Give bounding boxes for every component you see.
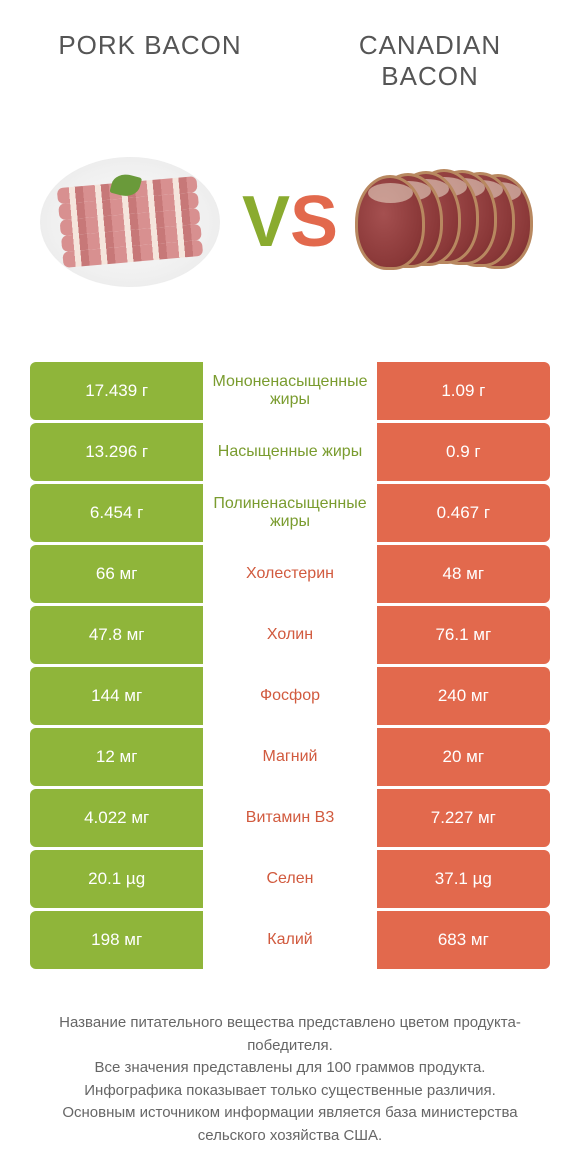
table-row: 20.1 µgСелен37.1 µg bbox=[30, 850, 550, 908]
right-value-cell: 240 мг bbox=[377, 667, 550, 725]
footer-line-4: Основным источником информации является … bbox=[30, 1102, 550, 1147]
vs-v: V bbox=[242, 186, 290, 258]
left-value-cell: 6.454 г bbox=[30, 484, 203, 542]
left-value-cell: 4.022 мг bbox=[30, 789, 203, 847]
nutrient-label-cell: Калий bbox=[203, 911, 376, 969]
right-value-cell: 48 мг bbox=[377, 545, 550, 603]
vs-s: S bbox=[290, 186, 338, 258]
nutrient-label-cell: Полиненасыщенные жиры bbox=[203, 484, 376, 542]
table-row: 144 мгФосфор240 мг bbox=[30, 667, 550, 725]
nutrient-label-cell: Витамин B3 bbox=[203, 789, 376, 847]
footer-line-1: Название питательного вещества представл… bbox=[30, 1012, 550, 1057]
left-value-cell: 47.8 мг bbox=[30, 606, 203, 664]
nutrient-label-cell: Фосфор bbox=[203, 667, 376, 725]
table-row: 198 мгКалий683 мг bbox=[30, 911, 550, 969]
canadian-bacon-image bbox=[350, 137, 550, 307]
table-row: 4.022 мгВитамин B37.227 мг bbox=[30, 789, 550, 847]
left-value-cell: 66 мг bbox=[30, 545, 203, 603]
nutrient-label-cell: Холин bbox=[203, 606, 376, 664]
table-row: 6.454 гПолиненасыщенные жиры0.467 г bbox=[30, 484, 550, 542]
footer-line-3: Инфографика показывает только существенн… bbox=[30, 1080, 550, 1103]
comparison-table: 17.439 гМононенасыщенные жиры1.09 г13.29… bbox=[30, 362, 550, 969]
table-row: 47.8 мгХолин76.1 мг bbox=[30, 606, 550, 664]
hero-row: VS bbox=[0, 102, 580, 362]
right-value-cell: 0.9 г bbox=[377, 423, 550, 481]
header-row: PORK BACON CANADIAN BACON bbox=[0, 0, 580, 102]
right-value-cell: 7.227 мг bbox=[377, 789, 550, 847]
left-value-cell: 17.439 г bbox=[30, 362, 203, 420]
right-value-cell: 0.467 г bbox=[377, 484, 550, 542]
nutrient-label-cell: Холестерин bbox=[203, 545, 376, 603]
left-value-cell: 198 мг bbox=[30, 911, 203, 969]
nutrient-label-cell: Мононенасыщенные жиры bbox=[203, 362, 376, 420]
left-product-title: PORK BACON bbox=[40, 30, 260, 92]
right-value-cell: 37.1 µg bbox=[377, 850, 550, 908]
right-value-cell: 76.1 мг bbox=[377, 606, 550, 664]
nutrient-label-cell: Насыщенные жиры bbox=[203, 423, 376, 481]
table-row: 13.296 гНасыщенные жиры0.9 г bbox=[30, 423, 550, 481]
vs-label: VS bbox=[242, 186, 338, 258]
pork-bacon-image bbox=[30, 137, 230, 307]
right-value-cell: 20 мг bbox=[377, 728, 550, 786]
footer-line-2: Все значения представлены для 100 граммо… bbox=[30, 1057, 550, 1080]
table-row: 17.439 гМононенасыщенные жиры1.09 г bbox=[30, 362, 550, 420]
table-row: 66 мгХолестерин48 мг bbox=[30, 545, 550, 603]
footer-notes: Название питательного вещества представл… bbox=[0, 972, 580, 1147]
left-value-cell: 20.1 µg bbox=[30, 850, 203, 908]
nutrient-label-cell: Селен bbox=[203, 850, 376, 908]
left-value-cell: 144 мг bbox=[30, 667, 203, 725]
right-product-title: CANADIAN BACON bbox=[320, 30, 540, 92]
left-value-cell: 13.296 г bbox=[30, 423, 203, 481]
left-value-cell: 12 мг bbox=[30, 728, 203, 786]
table-row: 12 мгМагний20 мг bbox=[30, 728, 550, 786]
right-value-cell: 1.09 г bbox=[377, 362, 550, 420]
nutrient-label-cell: Магний bbox=[203, 728, 376, 786]
right-value-cell: 683 мг bbox=[377, 911, 550, 969]
